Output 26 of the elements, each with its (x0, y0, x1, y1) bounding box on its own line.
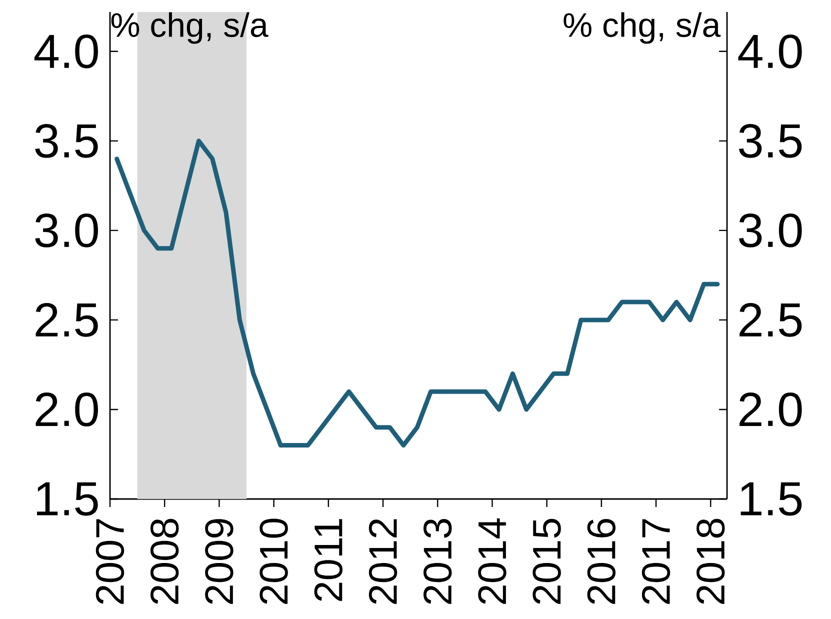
x-tick-label: 2018 (696, 518, 725, 604)
x-tick-label: 2009 (205, 519, 234, 604)
annotation: % chg, s/a (111, 12, 268, 44)
y-tick-label: 2.5 (740, 303, 802, 337)
x-tick-label: 2010 (260, 518, 288, 604)
y2-tick-label: 3.0 (35, 214, 98, 248)
x-tick-label: 2013 (424, 518, 452, 604)
y-tick-label: 2.0 (740, 392, 802, 426)
y-tick-label: 4.0 (738, 34, 802, 68)
x-tick-label: 2017 (642, 519, 670, 604)
x-tick-label: 2014 (478, 518, 506, 604)
x-tick-label: 2016 (587, 518, 616, 604)
y2-tick-label: 2.5 (36, 303, 98, 337)
y2-tick-label: 4.0 (34, 34, 98, 68)
y-tick-label: 3.0 (739, 214, 802, 248)
y2-tick-label: 1.5 (37, 482, 98, 516)
y-tick-label: 1.5 (740, 482, 802, 516)
annotation: % chg, s/a (564, 12, 721, 44)
x-tick-label: 2015 (532, 518, 561, 604)
x-tick-label: 2012 (368, 519, 398, 604)
y2-tick-label: 2.0 (36, 392, 98, 426)
x-tick-label: 2008 (150, 518, 179, 604)
y-tick-label: 3.5 (739, 124, 802, 158)
x-tick-label: 2007 (96, 519, 124, 604)
y2-tick-label: 3.5 (35, 124, 98, 158)
x-tick-label: 2011 (314, 519, 343, 601)
